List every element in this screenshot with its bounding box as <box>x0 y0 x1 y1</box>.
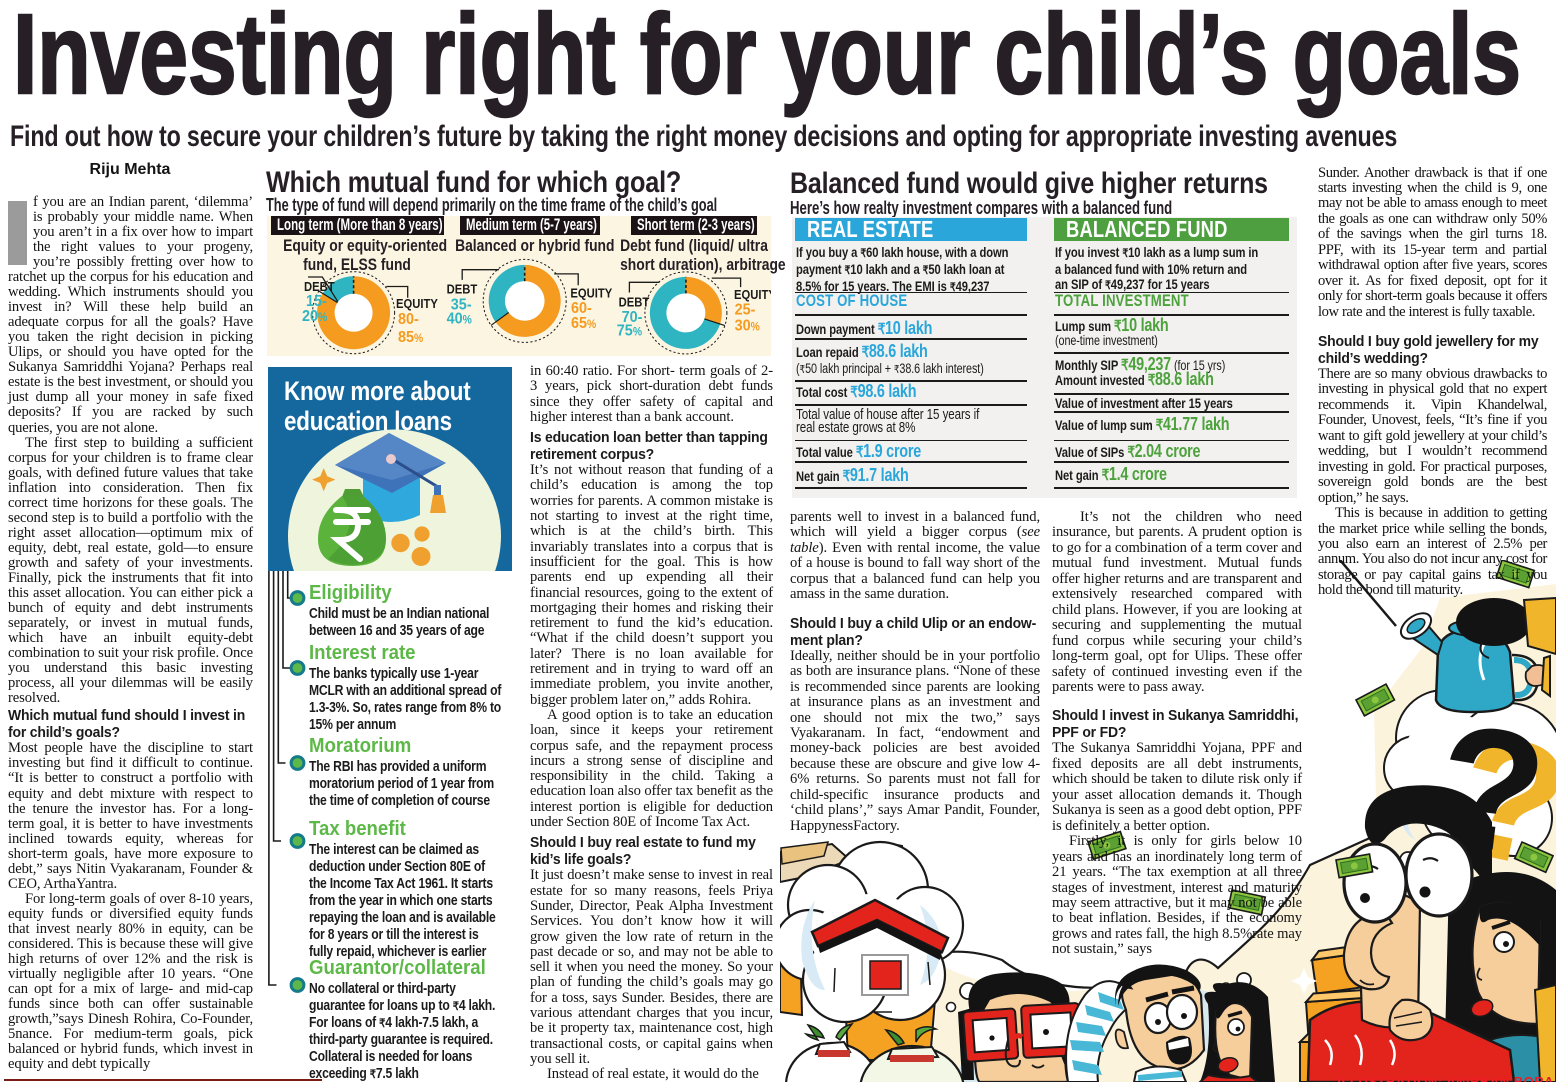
svg-text:EQUITY: EQUITY <box>396 296 438 311</box>
svg-text:15-: 15- <box>306 292 327 310</box>
svg-text:40%: 40% <box>447 310 472 328</box>
svg-text:20%: 20% <box>302 307 327 325</box>
svg-text:25-: 25- <box>735 301 756 319</box>
svg-text:65%: 65% <box>571 314 596 332</box>
svg-text:35-: 35- <box>451 296 472 314</box>
svg-text:85%: 85% <box>398 328 423 346</box>
svg-text:75%: 75% <box>617 322 642 340</box>
svg-text:60-: 60- <box>571 299 592 317</box>
svg-text:DEBT: DEBT <box>619 295 650 310</box>
svg-text:EQUITY: EQUITY <box>734 288 771 303</box>
svg-text:80-: 80- <box>398 310 419 328</box>
svg-text:30%: 30% <box>735 317 760 335</box>
svg-text:?: ? <box>1440 696 1556 906</box>
svg-text:EQUITY: EQUITY <box>570 286 612 301</box>
svg-text:DEBT: DEBT <box>447 282 478 297</box>
svg-text:?: ? <box>1427 688 1555 891</box>
svg-text:70-: 70- <box>622 308 643 326</box>
svg-text:DEBT: DEBT <box>304 279 335 294</box>
